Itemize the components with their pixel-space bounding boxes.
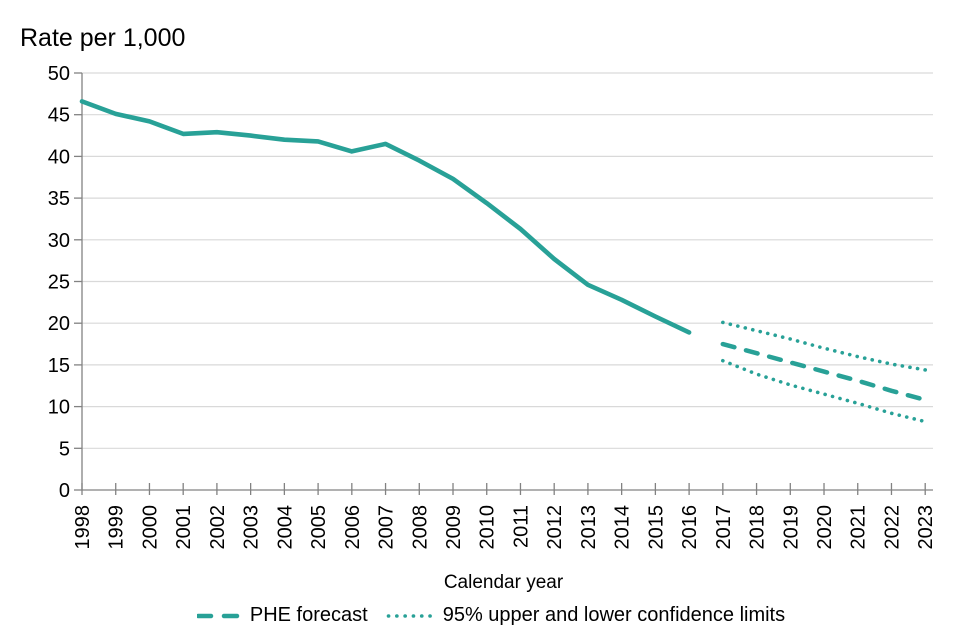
x-tick-label: 2017	[713, 505, 735, 550]
x-tick-label: 2014	[612, 505, 634, 550]
legend-item-confidence-limits: 95% upper and lower confidence limits	[386, 604, 785, 627]
x-tick-label: 2018	[747, 505, 769, 550]
x-tick-label: 2003	[241, 505, 263, 550]
y-tick-label: 10	[48, 397, 70, 419]
x-tick-label: 2006	[342, 505, 364, 550]
x-tick-label: 2010	[477, 505, 499, 550]
x-tick-label: 2009	[443, 505, 465, 550]
x-tick-label: 2001	[173, 505, 195, 550]
y-tick-label: 25	[48, 272, 70, 294]
series-dotted-line	[720, 358, 928, 424]
y-tick-label: 35	[48, 188, 70, 210]
dashed-line-swatch-icon	[196, 613, 241, 618]
x-tick-label: 2012	[544, 505, 566, 550]
chart-title: Rate per 1,000	[20, 24, 186, 52]
series-dashed-line	[720, 341, 928, 403]
y-tick-label: 20	[48, 313, 70, 335]
x-tick-label: 2004	[274, 505, 296, 550]
legend-item-phe-forecast: PHE forecast	[196, 604, 368, 627]
series-dotted-line	[720, 320, 928, 372]
legend-label: 95% upper and lower confidence limits	[442, 604, 786, 626]
x-tick-label: 2015	[645, 505, 667, 550]
x-tick-label: 2016	[679, 505, 701, 550]
x-tick-label: 1999	[106, 505, 128, 550]
y-tick-label: 40	[48, 146, 70, 168]
legend: PHE forecast 95% upper and lower confide…	[11, 604, 960, 627]
x-tick-label: 2013	[578, 505, 600, 550]
legend-label: PHE forecast	[249, 604, 368, 626]
x-tick-label: 2022	[881, 505, 903, 550]
y-tick-label: 30	[48, 230, 70, 252]
series-solid-line	[79, 99, 692, 335]
x-tick-label: 1998	[72, 505, 94, 550]
x-tick-label: 2007	[376, 505, 398, 550]
x-tick-label: 2002	[207, 505, 229, 550]
x-axis-title: Calendar year	[443, 572, 564, 593]
y-tick-label: 0	[59, 480, 70, 502]
y-tick-label: 15	[48, 355, 70, 377]
x-tick-label: 2019	[780, 505, 802, 550]
x-tick-label: 2023	[915, 505, 937, 550]
y-tick-label: 50	[48, 63, 70, 85]
dotted-line-swatch-icon	[386, 613, 433, 618]
x-tick-label: 2005	[308, 505, 330, 550]
y-tick-label: 45	[48, 105, 70, 127]
x-tick-label: 2021	[848, 505, 870, 550]
y-tick-label: 5	[59, 438, 70, 460]
x-tick-label: 2011	[510, 505, 532, 548]
x-tick-label: 2020	[814, 505, 836, 550]
x-tick-label: 2000	[139, 505, 161, 550]
x-tick-label: 2008	[409, 505, 431, 550]
